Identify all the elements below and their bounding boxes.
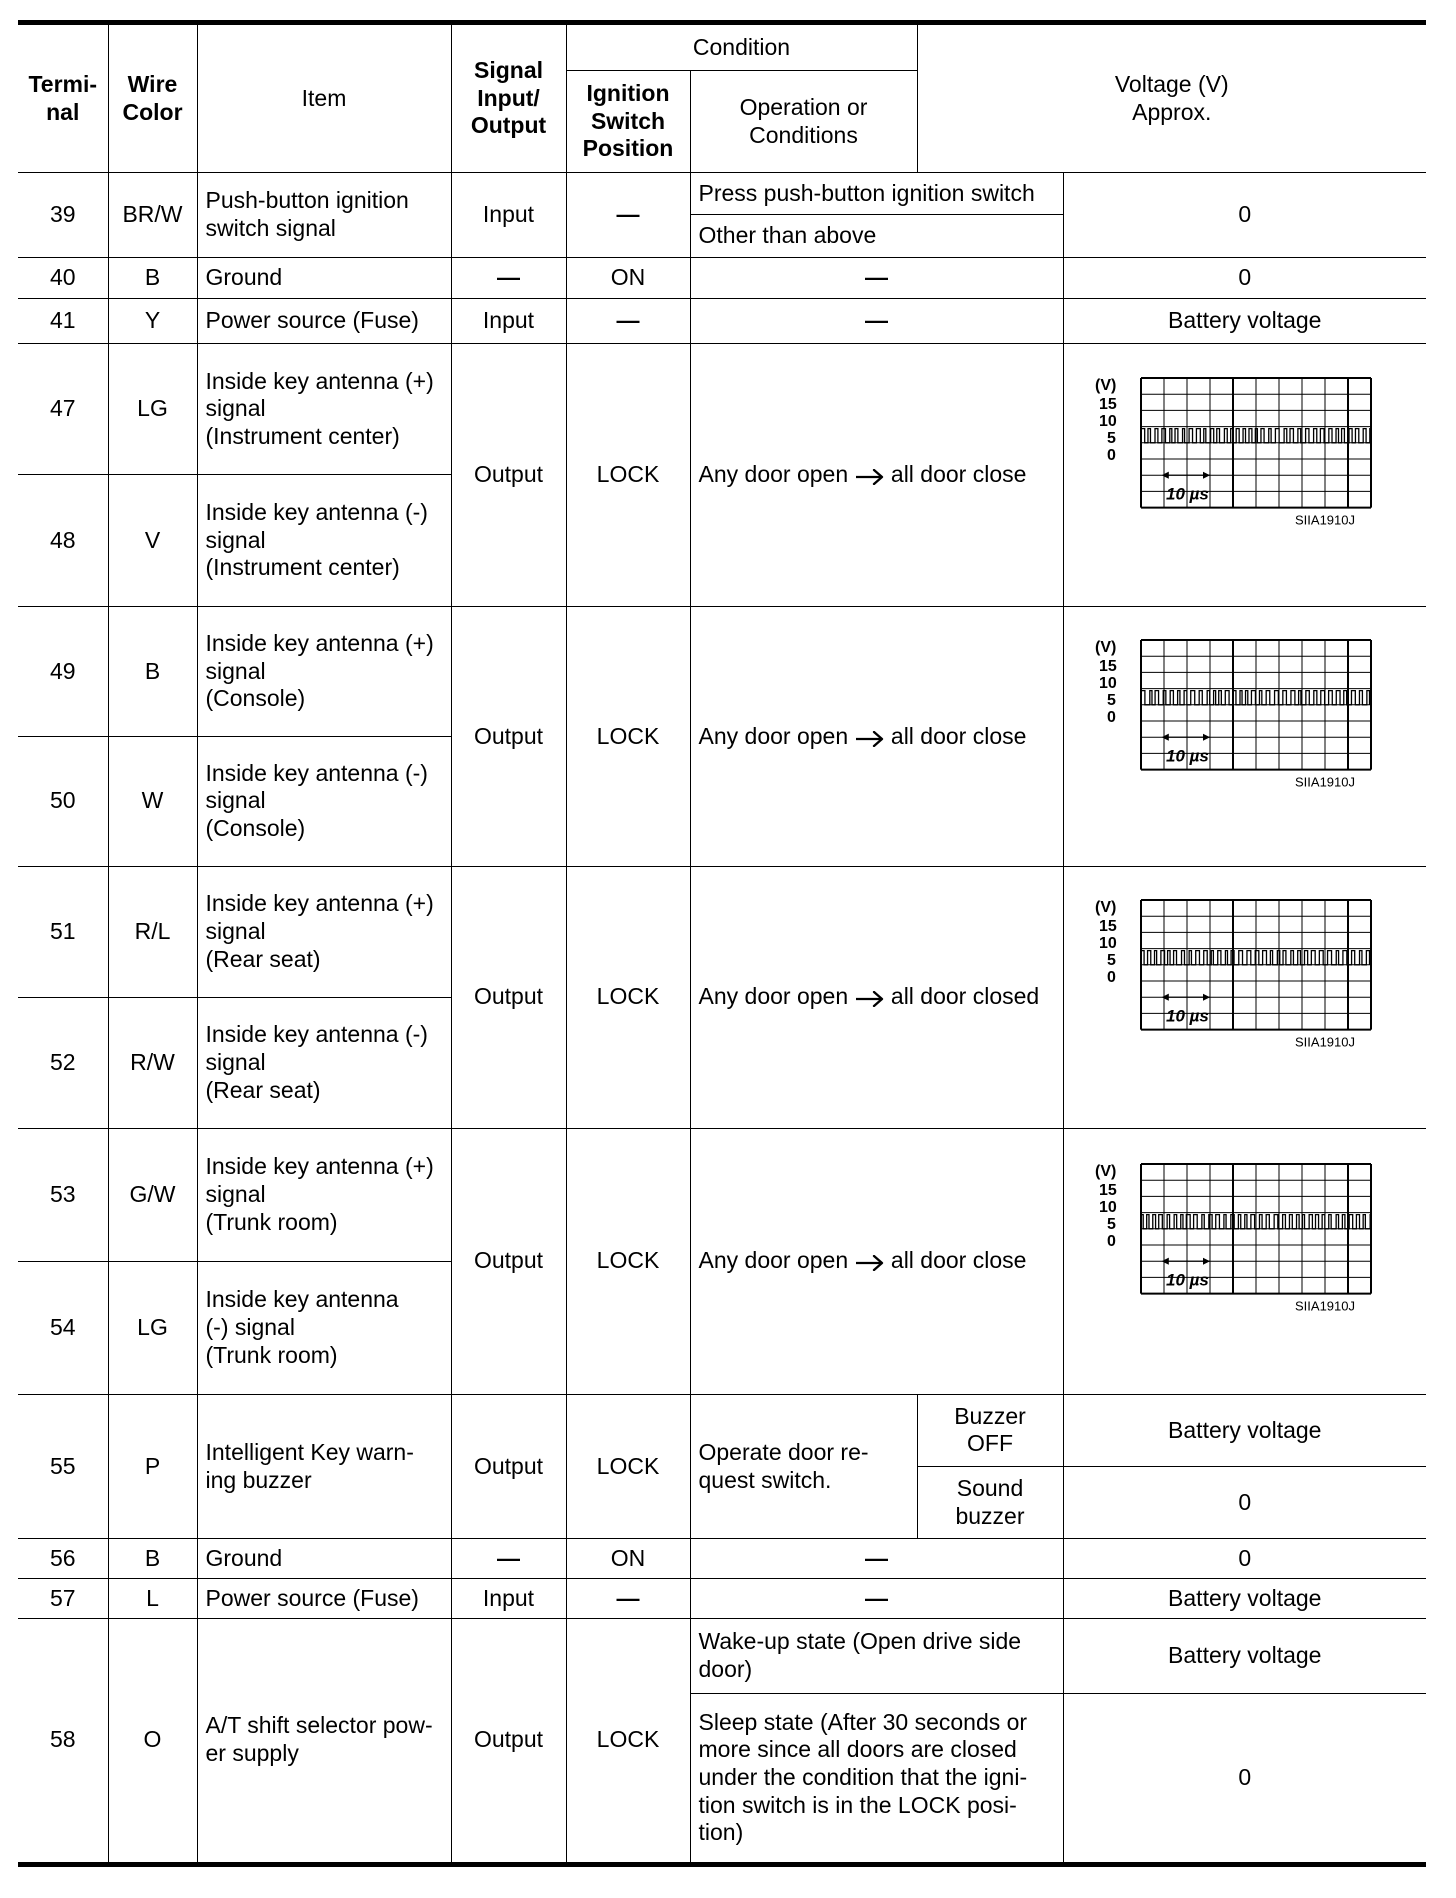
svg-text:10 µs: 10 µs	[1166, 1271, 1209, 1290]
svg-text:15: 15	[1099, 918, 1117, 935]
svg-text:10: 10	[1099, 1199, 1117, 1216]
svg-text:5: 5	[1107, 430, 1116, 447]
svg-text:10 µs: 10 µs	[1166, 484, 1209, 503]
svg-text:5: 5	[1107, 1216, 1116, 1233]
svg-text:15: 15	[1099, 658, 1117, 675]
svg-text:0: 0	[1107, 447, 1116, 464]
svg-text:5: 5	[1107, 952, 1116, 969]
svg-text:SIIA1910J: SIIA1910J	[1295, 774, 1355, 789]
svg-text:(V): (V)	[1095, 377, 1116, 394]
svg-text:SIIA1910J: SIIA1910J	[1295, 513, 1355, 528]
svg-text:5: 5	[1107, 692, 1116, 709]
svg-text:15: 15	[1099, 396, 1117, 413]
svg-text:SIIA1910J: SIIA1910J	[1295, 1299, 1355, 1314]
svg-text:10 µs: 10 µs	[1166, 1007, 1209, 1026]
svg-text:10 µs: 10 µs	[1166, 746, 1209, 765]
svg-text:0: 0	[1107, 709, 1116, 726]
svg-text:10: 10	[1099, 413, 1117, 430]
svg-text:SIIA1910J: SIIA1910J	[1295, 1035, 1355, 1050]
svg-text:10: 10	[1099, 675, 1117, 692]
svg-text:0: 0	[1107, 969, 1116, 986]
svg-text:10: 10	[1099, 935, 1117, 952]
svg-text:15: 15	[1099, 1182, 1117, 1199]
svg-text:(V): (V)	[1095, 639, 1116, 656]
svg-text:(V): (V)	[1095, 899, 1116, 916]
svg-text:0: 0	[1107, 1233, 1116, 1250]
svg-text:(V): (V)	[1095, 1163, 1116, 1180]
